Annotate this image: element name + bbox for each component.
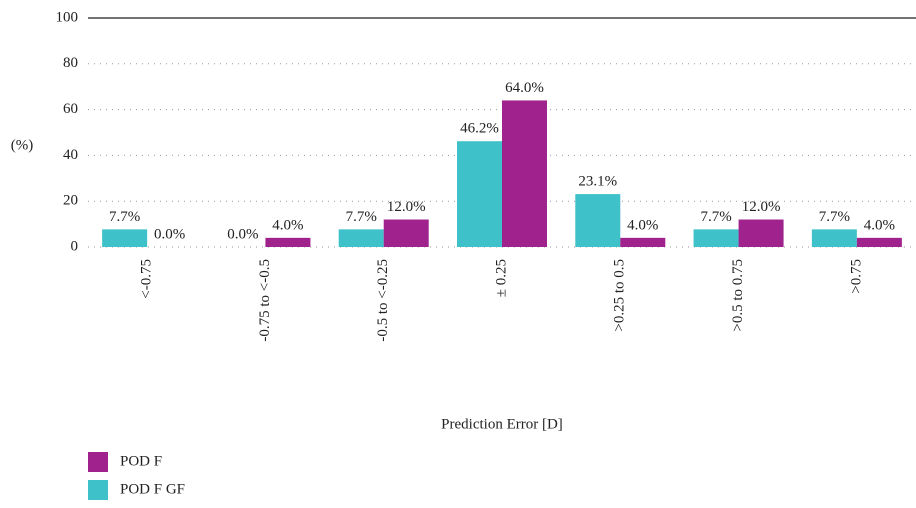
legend-label: POD F GF	[120, 481, 185, 497]
value-label: 7.7%	[346, 209, 377, 225]
value-label: 12.0%	[742, 199, 781, 215]
x-axis-label: Prediction Error [D]	[441, 416, 563, 432]
x-tick-label: <-0.75	[139, 259, 155, 299]
x-tick-label: >0.75	[848, 259, 864, 294]
bar	[856, 237, 902, 247]
value-label: 7.7%	[109, 209, 140, 225]
x-tick-label: >0.25 to 0.5	[612, 259, 628, 332]
bar	[738, 219, 784, 247]
bar	[575, 194, 621, 247]
bar	[457, 141, 502, 247]
y-tick-label: 100	[56, 9, 79, 25]
x-tick-label: -0.5 to <-0.25	[375, 259, 391, 342]
y-tick-label: 60	[63, 101, 78, 117]
value-label: 64.0%	[505, 80, 544, 96]
value-label: 4.0%	[627, 217, 658, 233]
y-tick-label: 80	[63, 55, 78, 71]
y-tick-label: 0	[71, 238, 79, 254]
bar	[338, 229, 384, 247]
bar	[502, 100, 547, 247]
legend-label: POD F	[120, 453, 162, 469]
x-tick-label: >0.5 to 0.75	[730, 259, 746, 332]
legend-swatch	[88, 452, 108, 472]
bar	[265, 237, 311, 247]
x-tick-label: -0.75 to <-0.5	[257, 259, 273, 342]
x-tick-label: ± 0.25	[493, 259, 509, 297]
bar	[811, 229, 857, 247]
y-tick-label: 40	[63, 147, 78, 163]
value-label: 12.0%	[387, 199, 426, 215]
value-label: 0.0%	[227, 226, 258, 242]
value-label: 0.0%	[154, 226, 185, 242]
value-label: 4.0%	[864, 217, 895, 233]
value-label: 23.1%	[578, 174, 617, 190]
bar	[693, 229, 739, 247]
y-axis-label: (%)	[11, 137, 34, 153]
bar	[102, 229, 148, 247]
bar	[620, 237, 666, 247]
value-label: 7.7%	[819, 209, 850, 225]
legend-swatch	[88, 480, 108, 500]
bar	[383, 219, 429, 247]
y-tick-label: 20	[63, 193, 78, 209]
value-label: 7.7%	[700, 209, 731, 225]
value-label: 4.0%	[272, 217, 303, 233]
value-label: 46.2%	[460, 121, 499, 137]
